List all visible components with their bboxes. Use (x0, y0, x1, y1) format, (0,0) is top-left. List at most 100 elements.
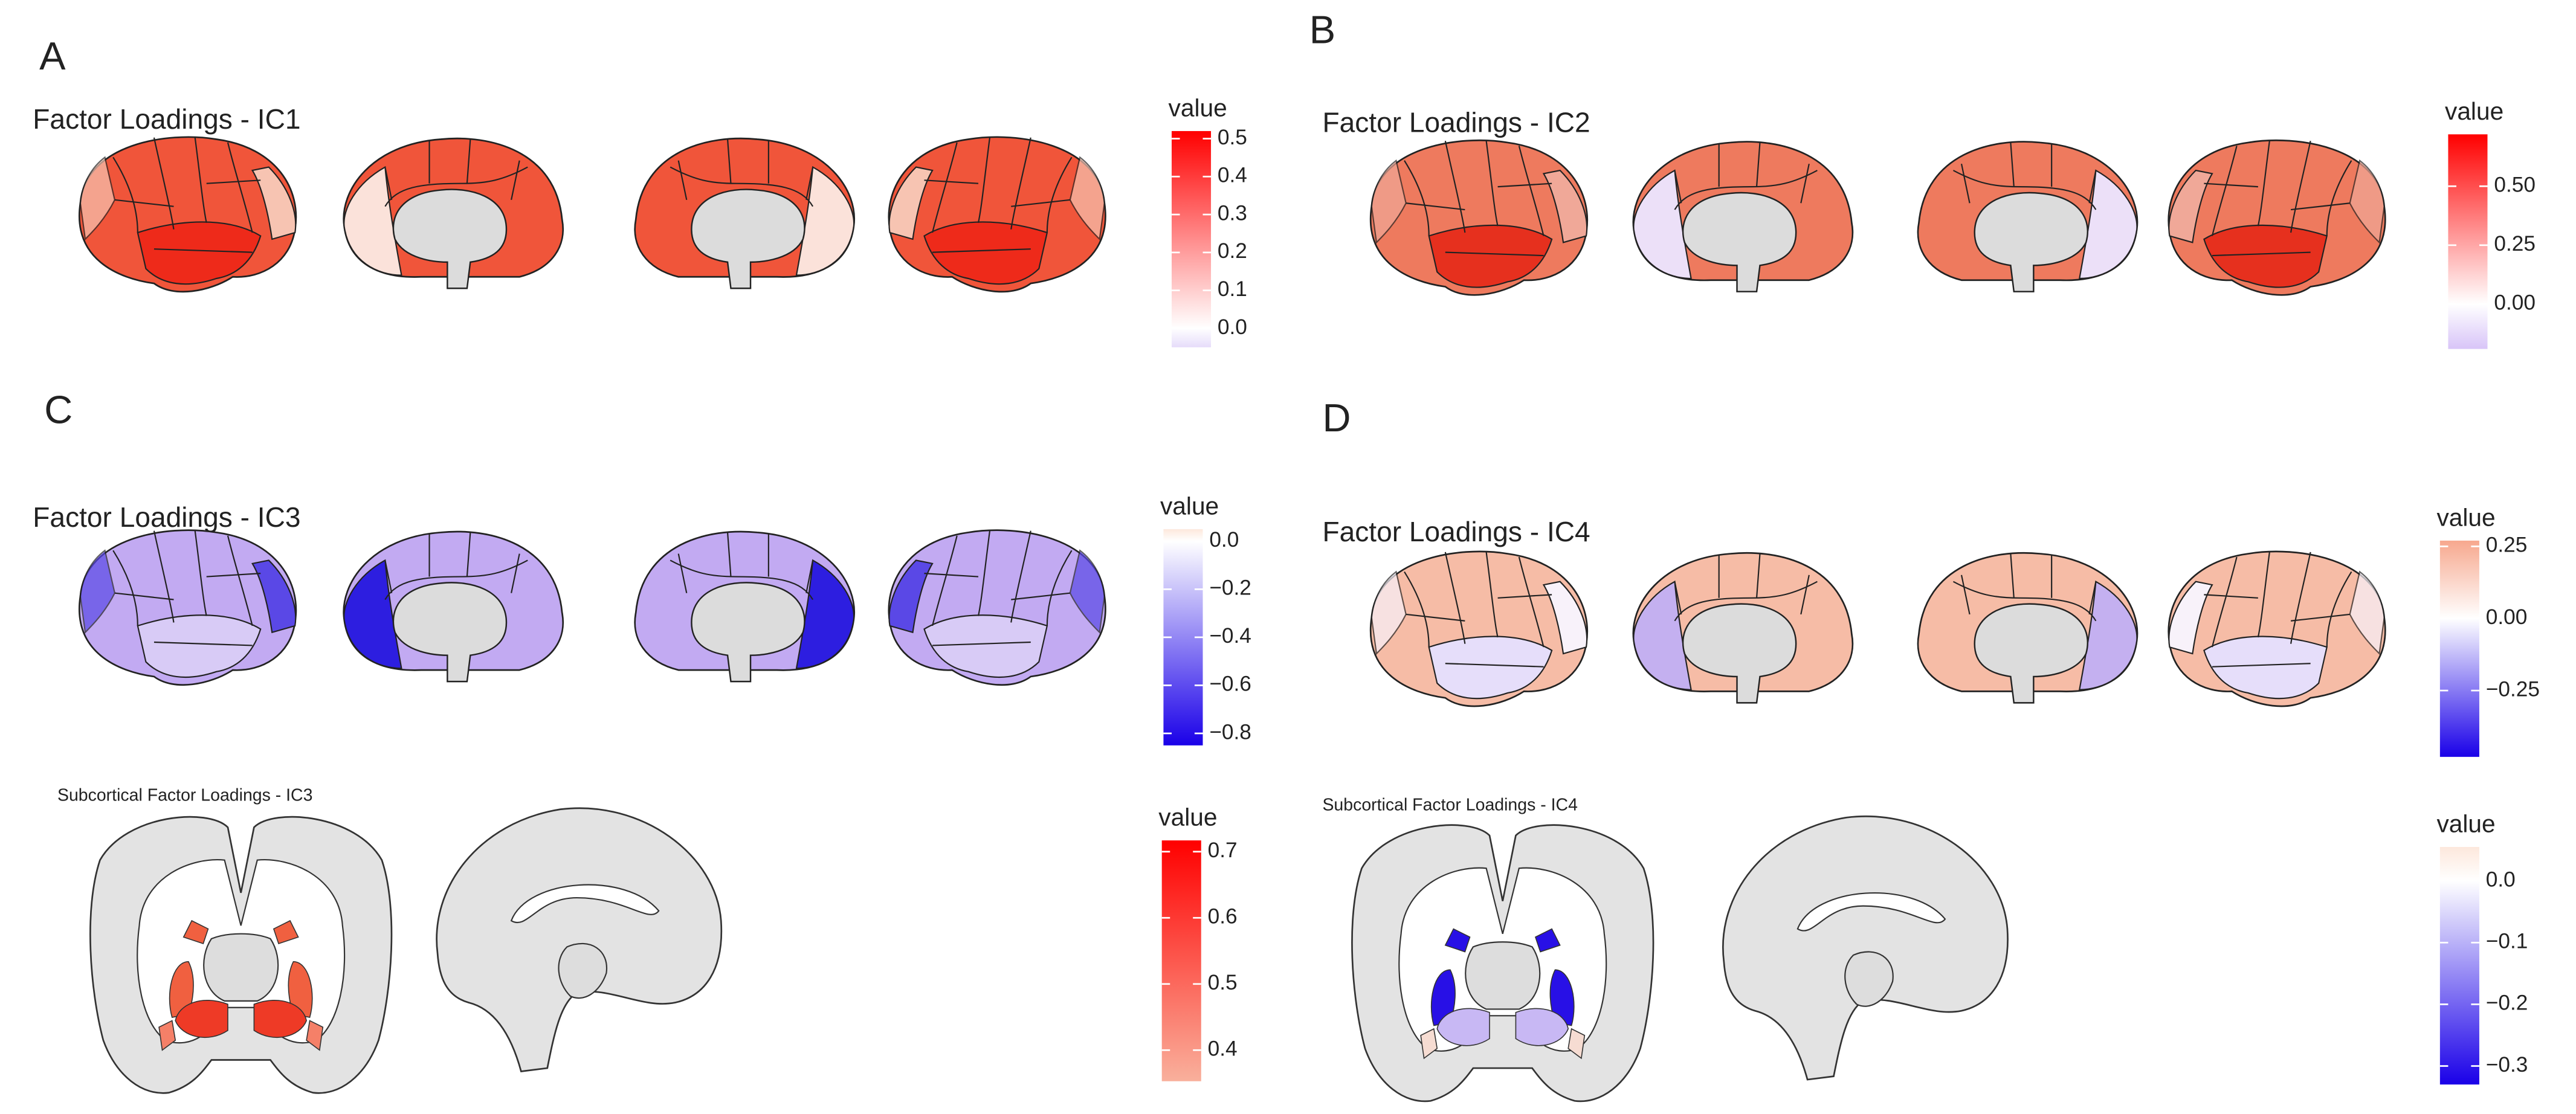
brain-medial-left (1632, 552, 1854, 704)
region-border (1404, 571, 1430, 648)
subcortical-region (169, 961, 194, 1018)
region-border (932, 641, 1031, 646)
brain-lateral-left (1369, 550, 1589, 707)
colorbar (2439, 540, 2479, 757)
tick-label: −0.4 (1209, 624, 1251, 648)
brainstem (558, 943, 608, 999)
ventricles (203, 933, 279, 1002)
region-border (932, 248, 1031, 253)
colorbar (1171, 130, 1212, 347)
temporal-region (2203, 224, 2328, 288)
region-border (1518, 556, 1545, 648)
region-border (2010, 142, 2015, 187)
medial-wall (691, 188, 805, 289)
panel-title: Factor Loadings - IC3 (33, 501, 300, 533)
region-border (206, 573, 261, 578)
region-border (2211, 146, 2238, 236)
brain-outline (1722, 816, 2009, 1081)
region-border (112, 156, 138, 233)
temporal-region (923, 221, 1048, 285)
brain-medial-right (634, 137, 856, 289)
region-border (1674, 170, 1682, 204)
colorbar (2439, 846, 2479, 1085)
brain-medial-right (1917, 141, 2139, 292)
coronal-slice (89, 816, 393, 1094)
tick-label: 0.7 (1208, 839, 1238, 862)
occipital-region (1542, 169, 1588, 243)
region-border (1485, 141, 1499, 227)
tick-label: −0.2 (2486, 991, 2528, 1015)
temporal-region (923, 614, 1048, 678)
region-border (2290, 552, 2311, 644)
region-border (1445, 663, 1544, 668)
legend-title: value (2436, 503, 2495, 531)
sagittal-slice (436, 807, 723, 1072)
tick-label: −0.6 (1209, 672, 1251, 696)
tick-label: −0.25 (2486, 677, 2540, 701)
region-border (1960, 575, 1971, 615)
temporal-region (1428, 224, 1553, 288)
brain-lateral-left (79, 136, 297, 293)
medial-wall (1974, 603, 2089, 704)
subcortical-region (1567, 1028, 1586, 1060)
region-border (206, 179, 261, 184)
brain-medial-right (1917, 552, 2139, 704)
region-border (977, 530, 991, 616)
region-border (2290, 202, 2350, 211)
region-border (2212, 251, 2311, 257)
region-border (931, 142, 958, 233)
colorbar (1161, 840, 1201, 1081)
tick-label: 0.50 (2494, 173, 2536, 197)
brain-lateral-right (2168, 550, 2386, 707)
region-border (2088, 170, 2097, 204)
corpus-callosum (510, 884, 660, 924)
brain-lateral-right (888, 136, 1106, 293)
region-border (384, 167, 393, 201)
region-border (153, 641, 253, 646)
occipital-region (2078, 580, 2138, 691)
region-border (670, 559, 814, 600)
region-border (726, 139, 732, 184)
brain-lateral-right (888, 529, 1106, 686)
tick-label: 0.25 (2486, 533, 2528, 557)
region-border (1755, 142, 1761, 187)
region-border (153, 137, 175, 230)
occipital-region (343, 559, 402, 669)
region-border (384, 560, 393, 593)
corpus-callosum (1796, 892, 1946, 932)
tick-label: −0.1 (2486, 930, 2528, 953)
region-border (1046, 156, 1073, 233)
legend-title: value (1169, 94, 1227, 121)
region-border (2212, 663, 2311, 668)
sagittal-slice (1722, 816, 2009, 1081)
region-border (1952, 170, 2097, 210)
subcortical-region (182, 919, 209, 945)
subcortical-title: Subcortical Factor Loadings - IC3 (57, 785, 312, 805)
brainstem (1844, 951, 1894, 1007)
tick-label: −0.3 (2486, 1053, 2528, 1077)
legend-title: value (1160, 492, 1219, 520)
region-border (1800, 163, 1810, 204)
region-border (511, 160, 520, 201)
region-border (977, 137, 991, 224)
tick-label: −0.8 (1209, 720, 1251, 744)
occipital-region (795, 166, 855, 276)
panel-title: Factor Loadings - IC2 (1322, 106, 1590, 138)
region-border (153, 248, 253, 253)
region-border (1444, 552, 1466, 644)
subcortical-region (158, 1020, 176, 1051)
medial-wall (691, 582, 805, 683)
temporal-region (137, 221, 262, 285)
temporal-region (2203, 636, 2328, 700)
region-border (1404, 160, 1430, 236)
region-border (1011, 199, 1070, 207)
region-border (466, 532, 471, 577)
brain-medial-left (343, 530, 564, 683)
occipital-region (888, 166, 934, 240)
medial-wall (392, 188, 508, 289)
region-border (805, 167, 814, 201)
subcortical-region (1436, 1008, 1490, 1046)
region-border (1497, 594, 1552, 599)
